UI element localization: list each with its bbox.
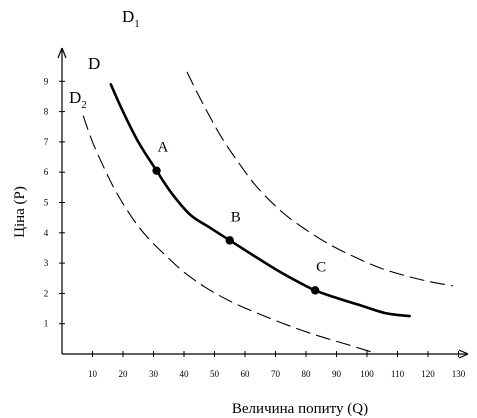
axes bbox=[57, 47, 469, 359]
demand-curves bbox=[82, 71, 453, 354]
x-tick-label: 80 bbox=[302, 369, 312, 379]
curve-d1 bbox=[186, 71, 453, 287]
x-tick-labels: 10 20 30 40 50 60 70 80 90 100 110 120 130 bbox=[88, 351, 466, 379]
point-a-marker bbox=[152, 166, 161, 175]
y-tick-label: 3 bbox=[44, 258, 49, 268]
y-tick-label: 1 bbox=[44, 319, 49, 329]
curve-d bbox=[109, 83, 411, 318]
y-tick-label: 2 bbox=[44, 288, 49, 298]
y-tick-label: 8 bbox=[44, 107, 49, 117]
point-a-label: A bbox=[158, 140, 169, 156]
y-axis-arrow bbox=[57, 47, 67, 59]
x-axis-title: Величина попиту (Q) bbox=[232, 401, 368, 417]
curve-label-d: D bbox=[88, 54, 100, 73]
y-tick-label: 4 bbox=[44, 228, 49, 238]
point-b-label: B bbox=[231, 209, 241, 225]
x-tick-label: 100 bbox=[360, 369, 374, 379]
y-tick-label: 6 bbox=[44, 167, 49, 177]
x-tick-label: 60 bbox=[241, 369, 251, 379]
curve-label-d2: D2 bbox=[69, 88, 87, 111]
x-tick-label: 20 bbox=[119, 369, 129, 379]
curve-labels: D D1 D2 bbox=[69, 7, 140, 111]
y-tick-labels: 1 2 3 4 5 6 7 8 9 bbox=[44, 76, 65, 329]
point-markers: A B C bbox=[152, 140, 326, 295]
curve-label-d1: D1 bbox=[122, 7, 140, 30]
point-c-marker bbox=[310, 286, 320, 295]
y-tick-label: 7 bbox=[44, 137, 49, 147]
x-tick-label: 40 bbox=[180, 369, 190, 379]
curve-label-subscript: 2 bbox=[81, 99, 87, 111]
point-b-marker bbox=[225, 236, 234, 245]
x-tick-label: 10 bbox=[88, 369, 98, 379]
x-tick-label: 50 bbox=[210, 369, 220, 379]
curve-d2 bbox=[82, 115, 374, 354]
x-tick-label: 70 bbox=[271, 369, 281, 379]
x-tick-label: 90 bbox=[332, 369, 342, 379]
curve-label-subscript: 1 bbox=[134, 18, 140, 30]
x-tick-label: 130 bbox=[452, 369, 466, 379]
x-tick-label: 120 bbox=[421, 369, 435, 379]
x-tick-label: 110 bbox=[391, 369, 405, 379]
x-tick-label: 30 bbox=[149, 369, 159, 379]
point-c-label: C bbox=[316, 259, 326, 275]
y-tick-label: 9 bbox=[44, 76, 49, 86]
y-tick-label: 5 bbox=[44, 198, 49, 208]
x-axis-arrow bbox=[458, 349, 469, 359]
y-axis-title: Ціна (P) bbox=[12, 186, 28, 238]
